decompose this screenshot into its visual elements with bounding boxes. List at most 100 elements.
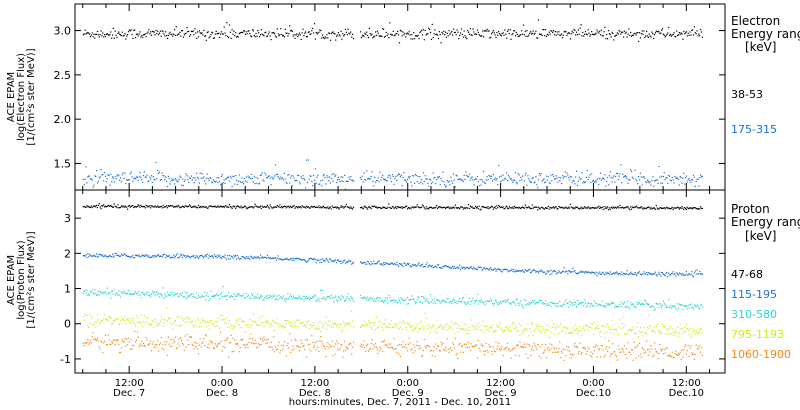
data-point [235, 207, 237, 210]
data-point [132, 344, 134, 346]
data-point [197, 319, 200, 321]
data-point [143, 321, 145, 323]
data-point [176, 253, 178, 255]
data-point [639, 273, 641, 275]
data-point [658, 306, 660, 308]
data-point [289, 207, 291, 209]
data-point [317, 346, 319, 348]
data-point [236, 254, 238, 257]
data-point [399, 326, 401, 328]
data-point [175, 179, 177, 181]
data-point [85, 206, 87, 208]
data-point [630, 35, 633, 37]
data-point [139, 206, 141, 208]
data-point [464, 207, 466, 210]
data-point [381, 263, 383, 265]
data-point [389, 206, 391, 209]
data-point [406, 205, 408, 207]
data-point [599, 303, 601, 305]
data-point [253, 206, 255, 208]
data-point [504, 207, 506, 210]
data-point [420, 181, 422, 183]
data-point [480, 343, 482, 345]
data-point [171, 294, 173, 296]
data-point [479, 329, 481, 331]
data-point [242, 32, 244, 34]
data-point [276, 317, 278, 319]
data-point [375, 206, 378, 208]
data-point [596, 207, 598, 209]
data-point [641, 207, 643, 209]
data-point [301, 322, 303, 324]
data-point [267, 338, 269, 340]
data-point [668, 174, 670, 176]
data-point [156, 344, 158, 346]
data-point [335, 295, 337, 297]
data-point [91, 336, 93, 338]
data-point [290, 205, 292, 207]
data-point [598, 348, 600, 350]
data-point [195, 32, 197, 34]
data-point [364, 179, 366, 181]
data-point [126, 338, 128, 340]
data-point [261, 296, 263, 298]
data-point [179, 31, 181, 33]
data-point [691, 307, 693, 309]
data-point [183, 349, 185, 351]
data-point [108, 255, 110, 257]
data-point [184, 33, 186, 35]
data-point [177, 33, 179, 35]
data-point [205, 39, 207, 41]
data-point [216, 33, 218, 35]
data-point [139, 171, 141, 174]
data-point [505, 206, 507, 208]
data-point [394, 207, 396, 209]
data-point [92, 332, 94, 334]
data-point [693, 304, 695, 306]
data-point [552, 31, 554, 34]
data-point [557, 33, 559, 35]
data-point [369, 33, 371, 35]
data-point [553, 302, 555, 304]
data-point [84, 313, 86, 315]
data-point [476, 344, 478, 346]
data-point [640, 206, 642, 208]
data-point [495, 36, 497, 38]
data-point [178, 178, 180, 180]
data-point [434, 29, 436, 31]
data-point [577, 29, 579, 31]
data-point [288, 298, 290, 300]
data-point [442, 299, 444, 301]
data-point [94, 205, 96, 207]
data-point [116, 254, 118, 256]
data-point [557, 326, 559, 329]
data-point [474, 345, 476, 347]
data-point [90, 317, 92, 319]
data-point [588, 325, 590, 327]
data-point [554, 326, 556, 328]
data-point [316, 259, 318, 261]
data-point [530, 207, 533, 210]
data-point [539, 208, 541, 210]
data-point [181, 292, 184, 294]
data-point [486, 28, 488, 30]
data-point [522, 333, 524, 335]
data-point [362, 262, 364, 264]
data-point [435, 265, 437, 267]
data-point [647, 272, 649, 274]
data-point [689, 328, 691, 330]
data-point [513, 179, 515, 181]
data-point [261, 33, 263, 35]
data-point [475, 205, 477, 208]
data-point [668, 333, 670, 335]
data-point [476, 269, 478, 271]
data-point [600, 273, 602, 275]
data-point [181, 178, 184, 180]
data-point [635, 332, 637, 334]
data-point [196, 342, 198, 344]
data-point [218, 177, 220, 179]
data-point [417, 206, 419, 208]
data-point [389, 175, 391, 177]
data-point [649, 181, 651, 183]
data-point [505, 326, 507, 328]
